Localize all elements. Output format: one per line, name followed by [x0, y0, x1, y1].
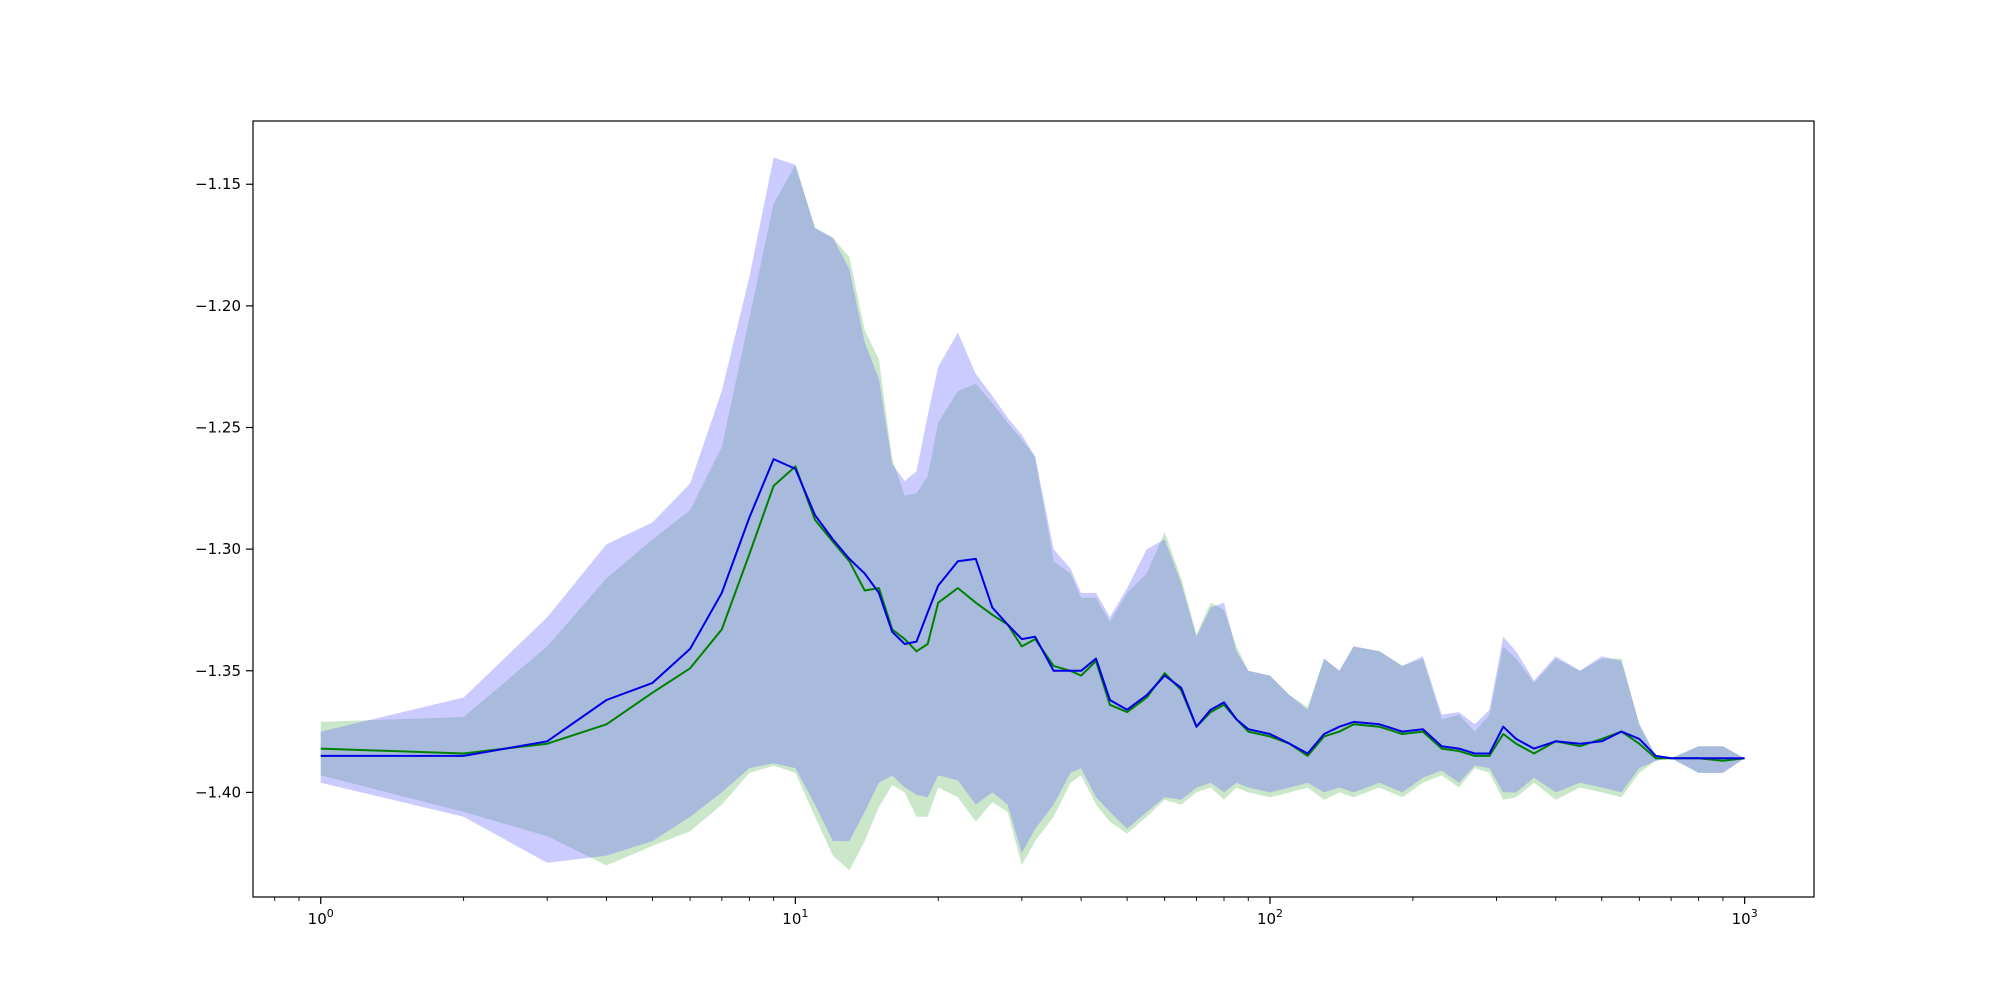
series-1-band — [320, 164, 1745, 871]
series-2-band — [320, 157, 1745, 863]
x-axis-minor-ticks — [274, 897, 1724, 901]
x-tick-label: 102 — [1257, 907, 1283, 928]
y-tick-label: −1.15 — [195, 175, 241, 193]
y-tick-label: −1.35 — [195, 662, 241, 680]
y-tick-label: −1.20 — [195, 297, 241, 315]
plot-area-frame — [252, 120, 1815, 898]
series-2-line — [320, 458, 1745, 760]
x-tick-label: 100 — [308, 907, 334, 928]
confidence-bands — [320, 157, 1745, 871]
x-tick-label: 103 — [1732, 907, 1758, 928]
x-tick-label: 101 — [782, 907, 808, 928]
y-tick-label: −1.25 — [195, 419, 241, 437]
y-tick-label: −1.30 — [195, 540, 241, 558]
y-tick-label: −1.40 — [195, 783, 241, 801]
x-axis: 100 101 102 103 — [308, 897, 1758, 928]
y-axis: −1.15 −1.20 −1.25 −1.30 −1.35 −1.40 — [195, 175, 253, 801]
series-lines — [320, 458, 1745, 762]
